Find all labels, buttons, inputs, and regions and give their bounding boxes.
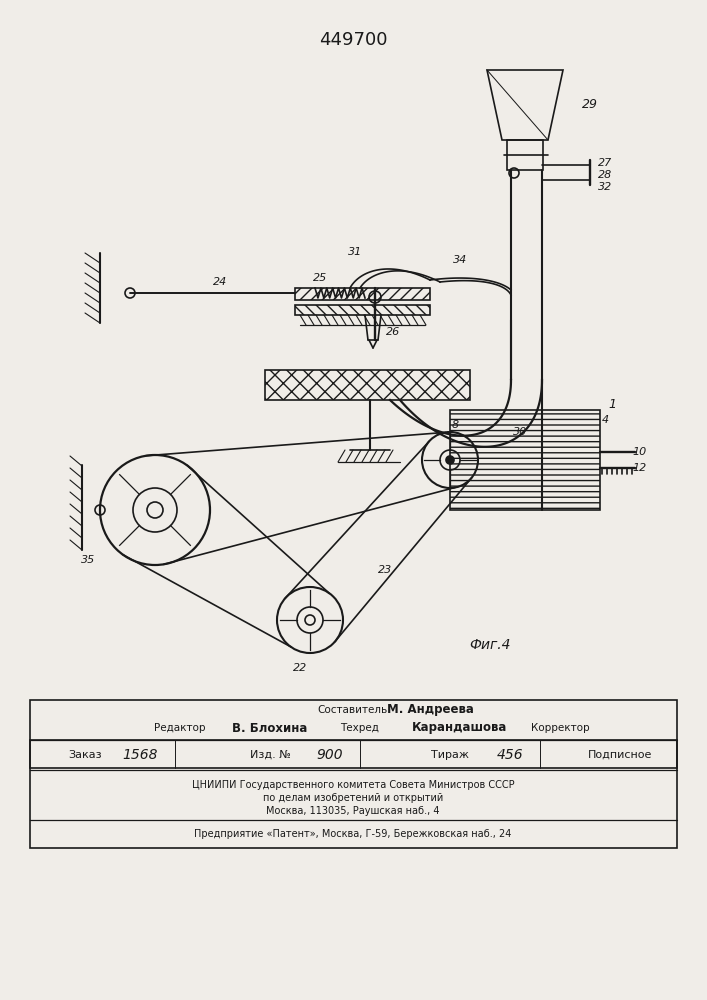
Text: 10: 10 xyxy=(633,447,647,457)
Text: ЦНИИПИ Государственного комитета Совета Министров СССР: ЦНИИПИ Государственного комитета Совета … xyxy=(192,780,514,790)
Bar xyxy=(295,305,430,315)
Text: 8: 8 xyxy=(452,420,459,430)
Circle shape xyxy=(446,456,454,464)
Text: Фиг.4: Фиг.4 xyxy=(469,638,510,652)
Text: 28: 28 xyxy=(598,170,612,180)
Text: Корректор: Корректор xyxy=(531,723,590,733)
Text: 26: 26 xyxy=(386,327,400,337)
Text: Тираж: Тираж xyxy=(431,750,469,760)
Text: 449700: 449700 xyxy=(319,31,387,49)
Text: 23: 23 xyxy=(378,565,392,575)
Text: 29: 29 xyxy=(582,99,598,111)
Text: 24: 24 xyxy=(213,277,227,287)
Text: Заказ: Заказ xyxy=(68,750,102,760)
Bar xyxy=(295,288,430,300)
Text: 35: 35 xyxy=(81,555,95,565)
Text: 34: 34 xyxy=(453,255,467,265)
Bar xyxy=(507,140,543,170)
Text: 1568: 1568 xyxy=(122,748,158,762)
Bar xyxy=(265,370,470,400)
Text: Техред: Техред xyxy=(341,723,380,733)
Text: 12: 12 xyxy=(633,463,647,473)
Text: Составитель: Составитель xyxy=(318,705,388,715)
Text: М. Андреева: М. Андреева xyxy=(387,704,474,716)
Text: Редактор: Редактор xyxy=(154,723,206,733)
Bar xyxy=(30,740,677,768)
Text: 25: 25 xyxy=(313,273,327,283)
Text: 4: 4 xyxy=(602,415,609,425)
Text: Подписное: Подписное xyxy=(588,750,652,760)
Bar xyxy=(450,410,600,510)
Text: 22: 22 xyxy=(293,663,307,673)
Text: по делам изобретений и открытий: по делам изобретений и открытий xyxy=(263,793,443,803)
Text: 900: 900 xyxy=(317,748,344,762)
Text: Изд. №: Изд. № xyxy=(250,750,291,760)
Text: 27: 27 xyxy=(598,158,612,168)
Text: 456: 456 xyxy=(497,748,523,762)
Text: 31: 31 xyxy=(348,247,362,257)
Text: Москва, 113035, Раушская наб., 4: Москва, 113035, Раушская наб., 4 xyxy=(267,806,440,816)
Text: В. Блохина: В. Блохина xyxy=(233,722,308,734)
Text: 32: 32 xyxy=(598,182,612,192)
Text: Предприятие «Патент», Москва, Г-59, Бережковская наб., 24: Предприятие «Патент», Москва, Г-59, Бере… xyxy=(194,829,512,839)
Bar xyxy=(30,700,677,848)
Text: Карандашова: Карандашова xyxy=(412,722,508,734)
Text: 30: 30 xyxy=(513,427,527,437)
Text: 1: 1 xyxy=(608,398,616,412)
